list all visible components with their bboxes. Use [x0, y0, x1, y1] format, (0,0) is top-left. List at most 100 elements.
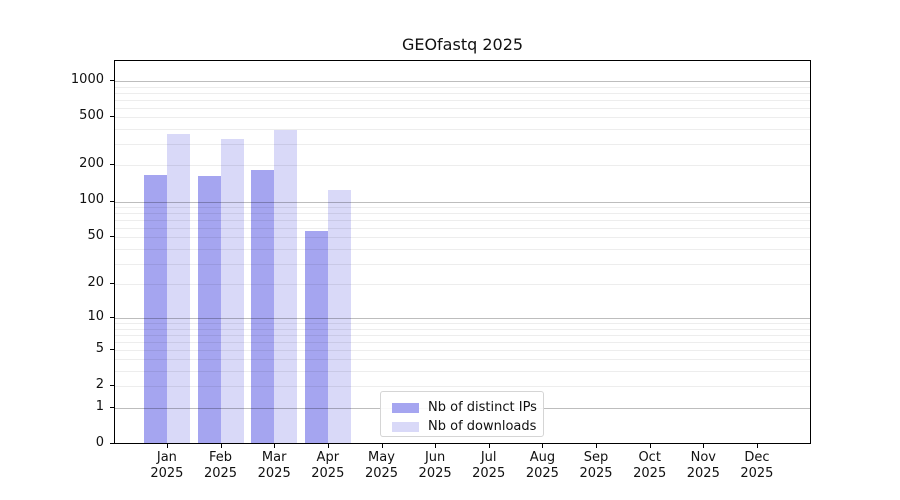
- x-tick-mark-dec: [756, 444, 758, 448]
- x-tick-year: 2025: [203, 466, 238, 481]
- legend-item-distinct-ips: Nb of distinct IPs: [392, 399, 537, 416]
- x-tick-month: Jan: [156, 450, 177, 465]
- x-tick-label-apr: Apr 2025: [300, 450, 356, 482]
- legend-item-downloads: Nb of downloads: [392, 418, 537, 435]
- gridline-minor-40: [115, 248, 810, 250]
- chart-title: GEOfastq 2025: [401, 35, 524, 54]
- x-tick-mark-nov: [703, 444, 705, 448]
- gridline-minor-50: [115, 237, 810, 239]
- gridline-minor-8: [115, 328, 810, 330]
- x-tick-mark-aug: [542, 444, 544, 448]
- bar-downloads-mar: [274, 130, 298, 443]
- y-tick-label-10: 10: [87, 308, 104, 324]
- y-tick-label-5: 5: [95, 340, 104, 356]
- y-tick-label-0: 0: [95, 435, 104, 450]
- gridline-major-1000: [115, 80, 810, 82]
- x-tick-label-jan: Jan 2025: [139, 450, 195, 482]
- gridline-minor-7: [115, 334, 810, 336]
- plot-area: [114, 60, 811, 444]
- gridlines-layer: [115, 61, 810, 443]
- bar-distinct-ips-feb: [197, 176, 221, 443]
- x-tick-month: Feb: [208, 450, 233, 465]
- bar-distinct-ips-jan: [143, 175, 167, 443]
- y-tick-label-2: 2: [95, 377, 104, 393]
- y-tick-label-50: 50: [87, 228, 104, 244]
- y-tick-label-100: 100: [79, 192, 104, 208]
- x-tick-label-jun: Jun 2025: [407, 450, 463, 482]
- gridline-minor-60: [115, 228, 810, 229]
- y-tick-label-200: 200: [79, 156, 104, 172]
- x-tick-month: Aug: [529, 450, 556, 465]
- x-tick-month: May: [368, 450, 395, 465]
- gridline-minor-400: [115, 129, 810, 130]
- gridline-major-10: [115, 318, 810, 319]
- gridline-minor-2: [115, 386, 810, 388]
- x-tick-label-may: May 2025: [354, 450, 410, 482]
- y-tick-label-1: 1: [95, 398, 104, 414]
- x-tick-year: 2025: [311, 466, 345, 481]
- x-tick-year: 2025: [472, 466, 506, 481]
- bar-downloads-apr: [327, 189, 351, 443]
- gridline-minor-80: [115, 213, 810, 215]
- x-tick-month: Oct: [638, 450, 661, 465]
- x-tick-label-oct: Oct 2025: [622, 450, 678, 482]
- gridline-minor-9: [115, 323, 810, 324]
- x-tick-month: Sep: [583, 450, 609, 465]
- y-tick-label-1000: 1000: [70, 71, 104, 87]
- gridline-minor-200: [115, 165, 810, 167]
- x-tick-mark-apr: [327, 444, 329, 448]
- y-tick-label-500: 500: [79, 108, 104, 124]
- x-tick-mark-feb: [220, 444, 222, 448]
- x-tick-mark-jul: [488, 444, 490, 448]
- gridline-minor-6: [115, 341, 810, 343]
- legend: Nb of distinct IPs Nb of downloads: [380, 391, 544, 437]
- x-tick-label-dec: Dec 2025: [729, 450, 785, 482]
- x-tick-label-nov: Nov 2025: [675, 450, 731, 482]
- x-tick-month: Dec: [744, 450, 770, 465]
- legend-label-distinct-ips: Nb of distinct IPs: [428, 400, 537, 415]
- x-tick-year: 2025: [633, 466, 667, 481]
- legend-swatch-downloads: [392, 421, 419, 432]
- gridline-minor-70: [115, 220, 810, 221]
- gridline-minor-600: [115, 107, 810, 109]
- gridline-minor-3: [115, 371, 810, 373]
- x-tick-mark-oct: [649, 444, 651, 448]
- gridline-minor-800: [115, 92, 810, 94]
- x-tick-label-aug: Aug 2025: [514, 450, 570, 482]
- x-tick-mark-may: [381, 444, 383, 448]
- x-tick-mark-sep: [596, 444, 597, 448]
- x-tick-label-feb: Feb 2025: [193, 450, 249, 482]
- x-tick-year: 2025: [740, 466, 774, 481]
- x-tick-year: 2025: [150, 466, 184, 481]
- gridline-minor-20: [115, 284, 810, 285]
- x-tick-year: 2025: [364, 466, 399, 481]
- gridline-minor-30: [115, 263, 810, 265]
- x-tick-year: 2025: [579, 466, 613, 481]
- x-tick-year: 2025: [418, 466, 452, 481]
- bar-distinct-ips-mar: [251, 170, 275, 443]
- x-tick-year: 2025: [525, 466, 559, 481]
- x-tick-label-jul: Jul 2025: [461, 450, 517, 482]
- gridline-minor-5: [115, 349, 810, 351]
- y-tick-label-20: 20: [87, 275, 104, 290]
- x-tick-month: Apr: [316, 450, 340, 465]
- gridline-minor-4: [115, 359, 810, 361]
- x-tick-month: Nov: [690, 450, 716, 465]
- legend-label-downloads: Nb of downloads: [428, 419, 537, 434]
- x-tick-month: Mar: [261, 450, 287, 465]
- bar-downloads-jan: [166, 133, 190, 443]
- x-tick-label-mar: Mar 2025: [246, 450, 302, 482]
- gridline-minor-300: [115, 144, 810, 146]
- legend-swatch-distinct-ips: [392, 402, 419, 413]
- gridline-major-100: [115, 201, 810, 203]
- x-tick-month: Jun: [424, 450, 446, 465]
- x-tick-label-sep: Sep 2025: [568, 450, 624, 482]
- bar-distinct-ips-apr: [304, 230, 328, 443]
- gridline-minor-90: [115, 207, 810, 208]
- gridline-minor-900: [115, 86, 810, 88]
- x-tick-year: 2025: [257, 466, 291, 481]
- gridline-minor-500: [115, 117, 810, 119]
- bars-layer: [115, 61, 810, 443]
- x-tick-year: 2025: [686, 466, 720, 481]
